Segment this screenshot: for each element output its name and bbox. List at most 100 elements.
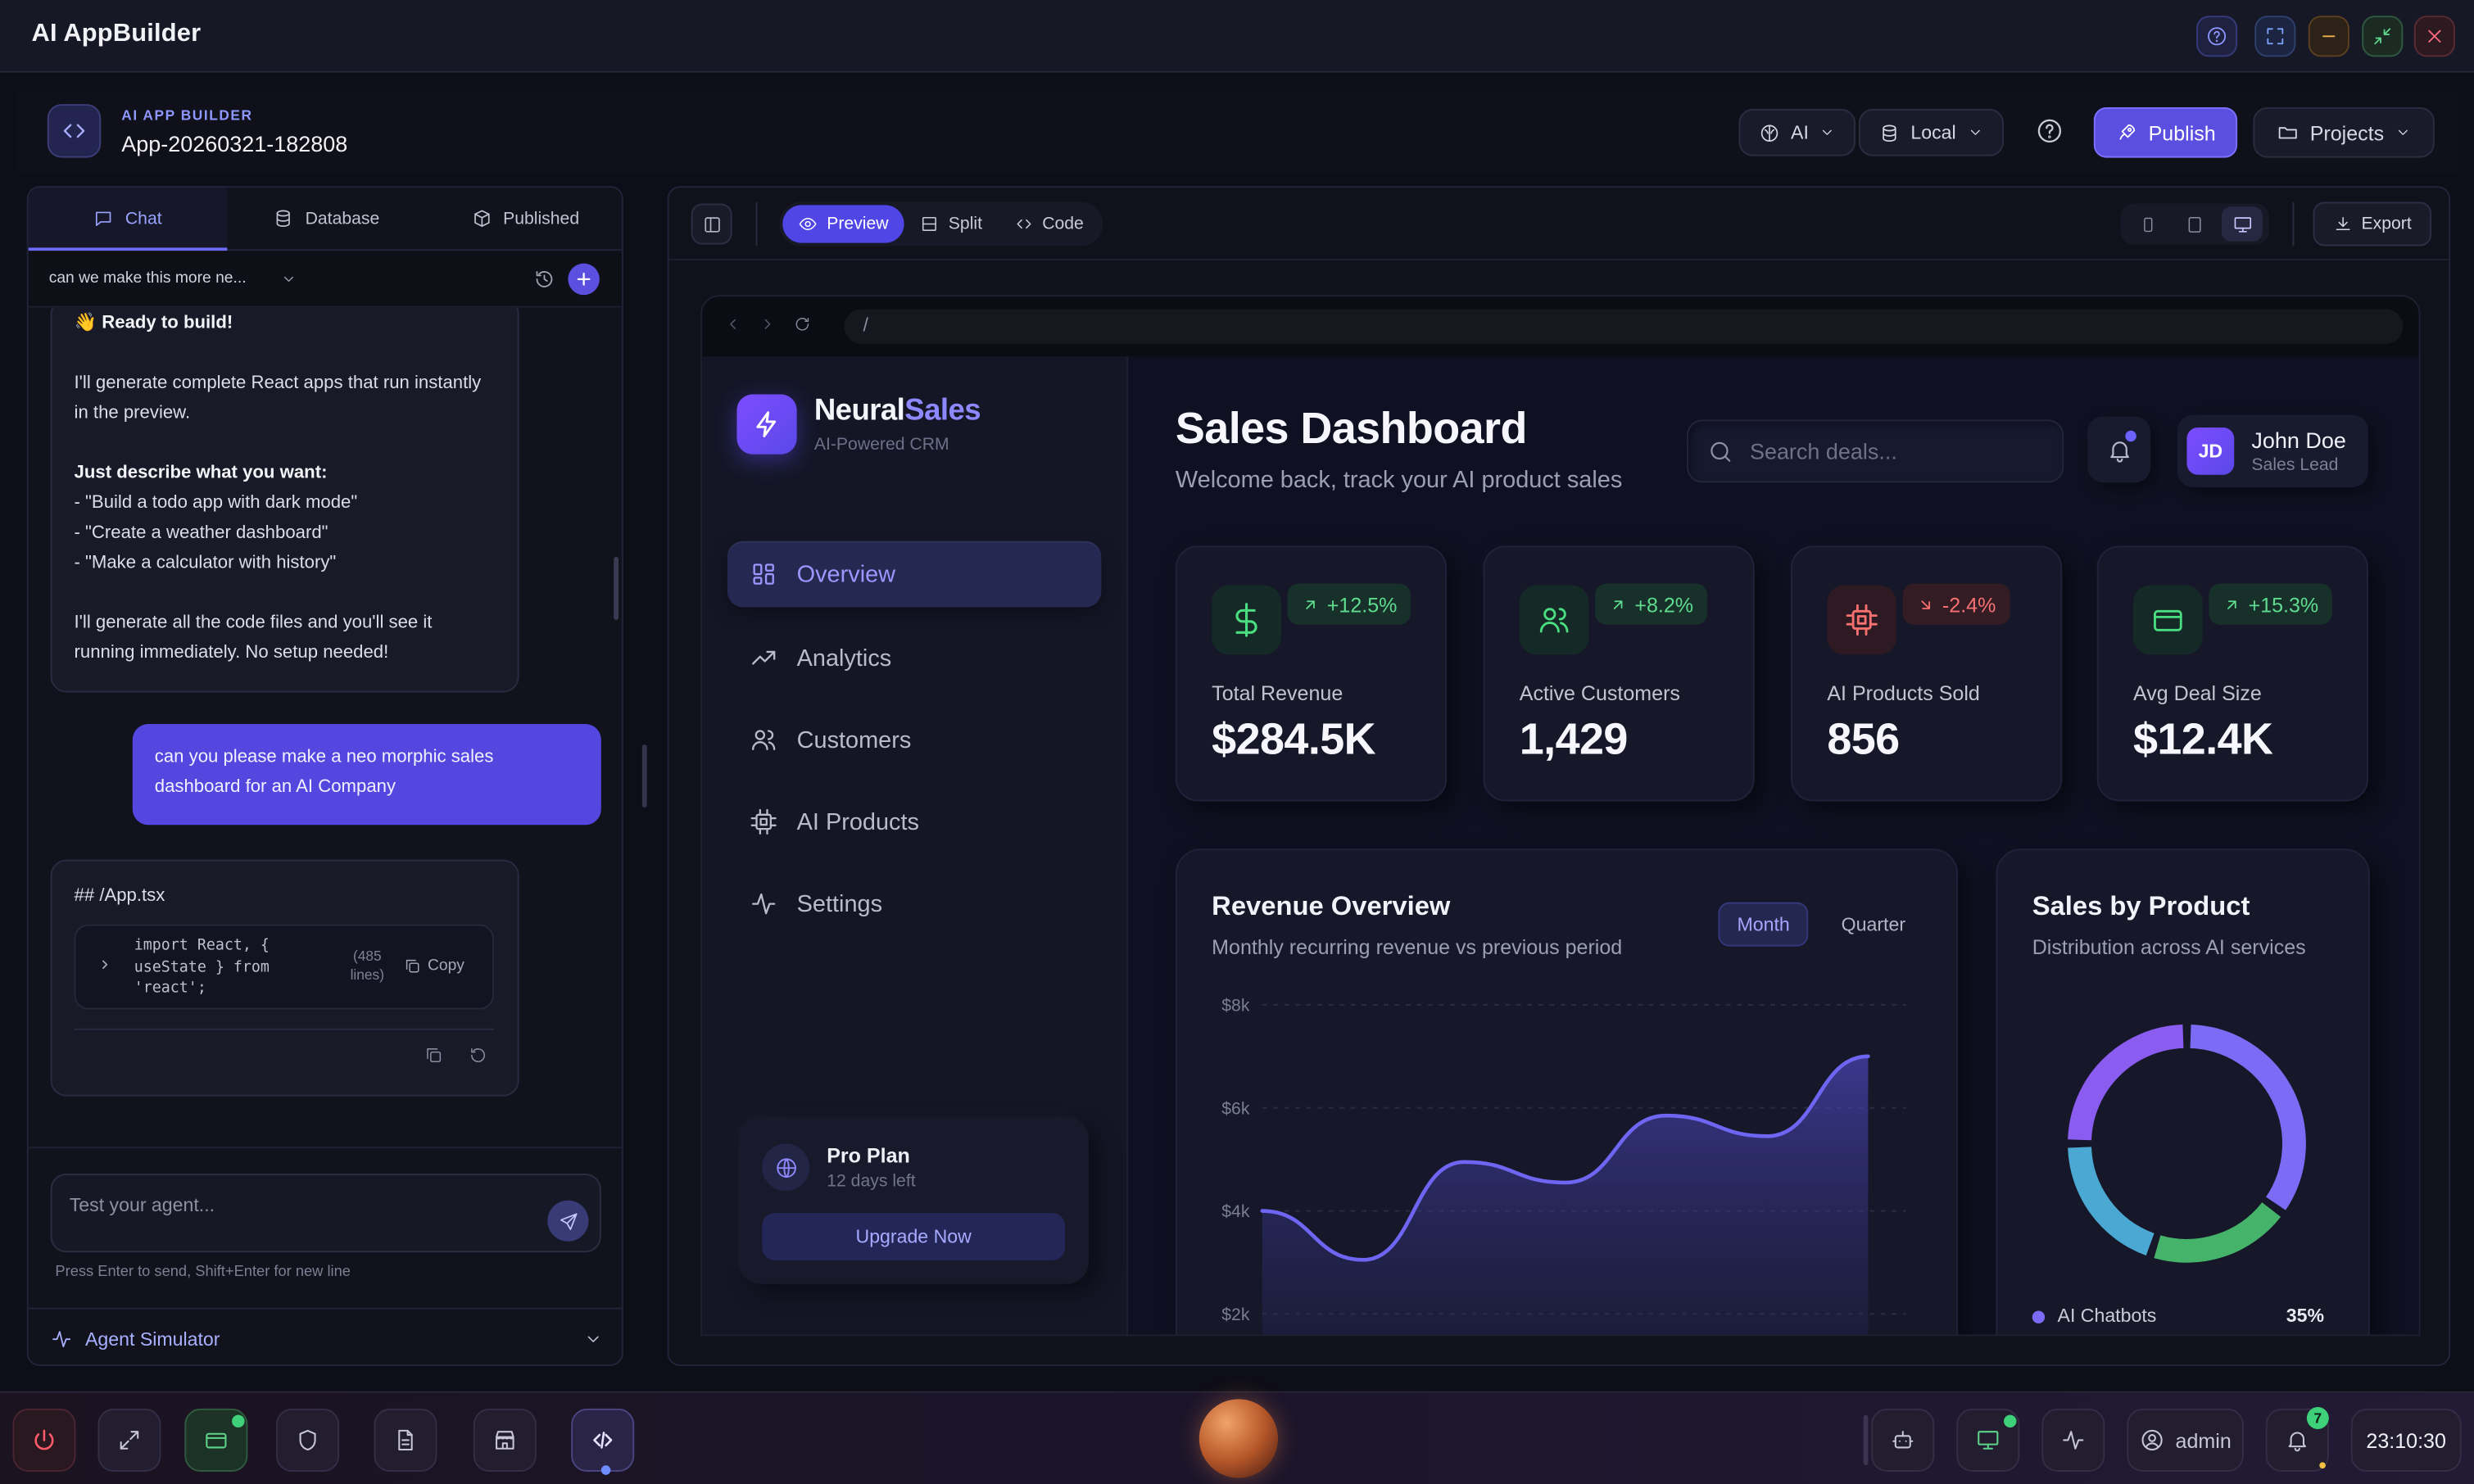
code-icon bbox=[1016, 219, 1031, 229]
wallet-app-button[interactable] bbox=[184, 1408, 248, 1472]
code-badge bbox=[47, 104, 102, 158]
folder-icon bbox=[2278, 127, 2297, 139]
arrow-up-right-icon bbox=[1613, 599, 1623, 609]
store-app-button[interactable] bbox=[473, 1408, 537, 1472]
app-name[interactable]: App-20260321-182808 bbox=[121, 130, 348, 156]
history-button[interactable] bbox=[533, 268, 555, 290]
storage-dropdown[interactable]: Local bbox=[1858, 108, 2004, 156]
nav-overview[interactable]: Overview bbox=[727, 541, 1102, 608]
arrow-up-right-icon bbox=[2227, 599, 2236, 609]
app-builder-button[interactable] bbox=[571, 1408, 635, 1475]
change-badge: -2.4% bbox=[1902, 583, 2010, 625]
left-tabs: Chat Database Published bbox=[28, 188, 622, 251]
stat-label: Active Customers bbox=[1519, 681, 1680, 705]
export-button[interactable]: Export bbox=[2313, 201, 2431, 247]
assistant-button[interactable] bbox=[1871, 1408, 1935, 1472]
search-icon bbox=[1711, 441, 1731, 461]
quarter-toggle[interactable]: Quarter bbox=[1841, 913, 1906, 936]
sales-subtitle: Distribution across AI services bbox=[2032, 935, 2306, 960]
brand-name-part: Neural bbox=[813, 394, 905, 428]
expand-icon bbox=[2267, 28, 2284, 45]
projects-dropdown[interactable]: Projects bbox=[2253, 106, 2435, 158]
composer-input[interactable]: Test your agent... bbox=[69, 1193, 215, 1216]
preview-toolbar: Preview Split Code bbox=[668, 188, 2449, 260]
ai-message-example: - "Build a todo app with dark mode" bbox=[74, 493, 358, 513]
tablet-icon bbox=[2188, 216, 2201, 232]
chat-scrollbar[interactable] bbox=[614, 556, 618, 620]
notifications-button[interactable] bbox=[2087, 416, 2151, 483]
back-button[interactable] bbox=[724, 315, 741, 333]
code-block[interactable]: import React, { useState } from 'react';… bbox=[74, 924, 494, 1010]
nav-ai-products[interactable]: AI Products bbox=[727, 789, 1101, 855]
new-chat-button[interactable] bbox=[568, 263, 600, 296]
power-button[interactable] bbox=[12, 1408, 76, 1472]
nav-analytics[interactable]: Analytics bbox=[727, 625, 1101, 691]
forward-button[interactable] bbox=[759, 315, 776, 333]
panel-resizer[interactable] bbox=[641, 744, 647, 808]
preview-label: Preview bbox=[827, 214, 889, 234]
preview-mode-button[interactable]: Preview bbox=[782, 205, 904, 243]
globe-icon bbox=[762, 1143, 810, 1192]
activity-icon bbox=[52, 1330, 71, 1347]
desktop-view-button[interactable] bbox=[2221, 206, 2263, 242]
database-icon bbox=[277, 210, 291, 227]
security-app-button[interactable] bbox=[276, 1408, 340, 1472]
tab-database[interactable]: Database bbox=[227, 188, 426, 249]
ai-message-paragraph: I'll generate all the code files and you… bbox=[74, 613, 433, 663]
monitor-activity-button[interactable] bbox=[2041, 1408, 2105, 1472]
user-menu[interactable]: JD John Doe Sales Lead bbox=[2177, 414, 2368, 488]
monitor-icon bbox=[2233, 216, 2251, 232]
user-message-text: can you please make a neo morphic sales … bbox=[154, 747, 494, 797]
user-account-button[interactable]: admin bbox=[2127, 1408, 2244, 1472]
mobile-view-button[interactable] bbox=[2127, 206, 2168, 241]
nav-customers[interactable]: Customers bbox=[727, 707, 1101, 773]
tablet-view-button[interactable] bbox=[2174, 206, 2215, 241]
ai-model-dropdown[interactable]: AI bbox=[1738, 108, 1856, 156]
url-bar[interactable]: / bbox=[844, 309, 2404, 344]
conversation-selector[interactable]: can we make this more ne... bbox=[49, 269, 247, 287]
chevron-down-icon bbox=[587, 1335, 599, 1341]
ai-message-paragraph: I'll generate complete React apps that r… bbox=[74, 373, 482, 423]
expand-code-button[interactable] bbox=[97, 957, 111, 971]
tab-published[interactable]: Published bbox=[426, 188, 622, 249]
tab-chat[interactable]: Chat bbox=[28, 188, 228, 251]
help-button[interactable] bbox=[2036, 117, 2068, 149]
agent-simulator-toggle[interactable]: Agent Simulator bbox=[28, 1307, 622, 1364]
conversation-chevron[interactable] bbox=[281, 271, 297, 287]
copy-icon bbox=[427, 1048, 442, 1062]
fullscreen-window-button[interactable] bbox=[2254, 16, 2296, 57]
toggle-sidebar-button[interactable] bbox=[691, 203, 732, 245]
home-orb[interactable] bbox=[1198, 1399, 1279, 1478]
code-mode-button[interactable]: Code bbox=[998, 205, 1099, 242]
divider bbox=[755, 201, 758, 247]
documents-app-button[interactable] bbox=[374, 1408, 437, 1472]
taskbar: admin 7 23:10:30 bbox=[0, 1391, 2474, 1484]
revenue-line bbox=[1260, 1054, 1870, 1262]
split-mode-button[interactable]: Split bbox=[904, 205, 998, 242]
reload-button[interactable] bbox=[794, 315, 811, 333]
send-button[interactable] bbox=[547, 1200, 589, 1242]
line-count: (485 bbox=[352, 948, 382, 964]
help-window-button[interactable] bbox=[2196, 16, 2238, 57]
wallet-icon bbox=[206, 1432, 227, 1449]
publish-button[interactable]: Publish bbox=[2093, 106, 2238, 158]
change-value: +8.2% bbox=[1634, 592, 1694, 617]
search-input[interactable]: Search deals... bbox=[1686, 419, 2064, 483]
copy-message-button[interactable] bbox=[424, 1046, 443, 1065]
copy-code-button[interactable]: Copy bbox=[404, 956, 464, 977]
display-button[interactable] bbox=[1956, 1408, 2020, 1472]
month-toggle[interactable]: Month bbox=[1718, 902, 1809, 947]
tab-database-label: Database bbox=[305, 209, 380, 228]
notifications-tray-button[interactable]: 7 bbox=[2265, 1407, 2329, 1472]
upgrade-button[interactable]: Upgrade Now bbox=[762, 1213, 1066, 1260]
trending-up-icon bbox=[752, 650, 776, 665]
ai-message-describe: Just describe what you want: bbox=[74, 464, 328, 483]
regenerate-button[interactable] bbox=[469, 1046, 487, 1065]
users-icon bbox=[752, 730, 776, 751]
restore-window-button[interactable] bbox=[2362, 16, 2404, 57]
fullscreen-button[interactable] bbox=[97, 1408, 161, 1472]
nav-settings[interactable]: Settings bbox=[727, 871, 1101, 937]
revenue-subtitle: Monthly recurring revenue vs previous pe… bbox=[1212, 935, 1623, 960]
minimize-window-button[interactable] bbox=[2308, 16, 2349, 57]
close-window-button[interactable] bbox=[2413, 16, 2455, 57]
